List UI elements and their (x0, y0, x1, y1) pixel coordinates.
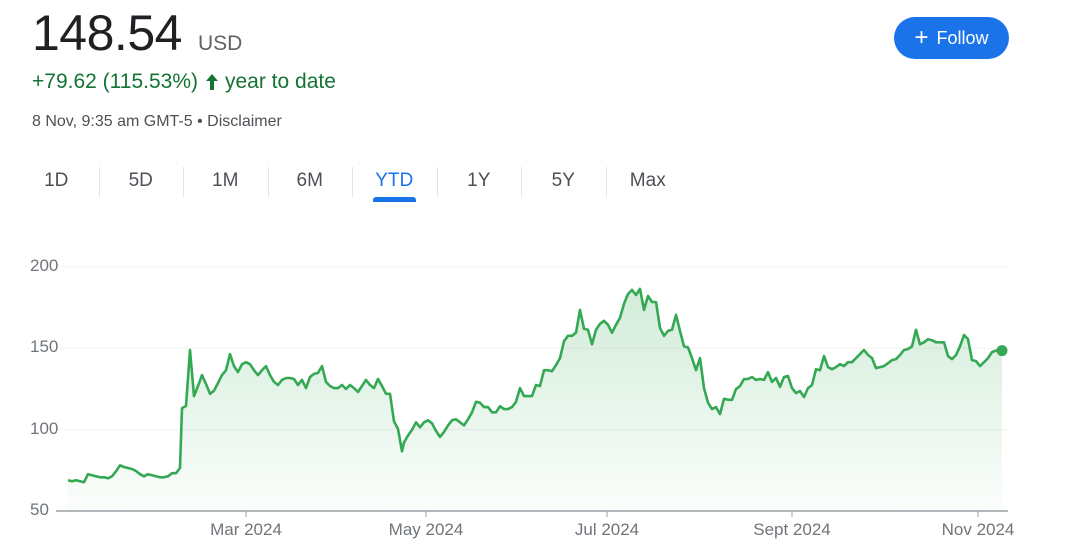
price-chart[interactable]: 200 150 100 50 Mar 2024 May 2024 Jul 2024 Sept… (0, 240, 1071, 548)
tab-6m[interactable]: 6M (267, 164, 353, 204)
tab-1m[interactable]: 1M (183, 164, 268, 204)
currency-label: USD (197, 32, 243, 55)
y-tick-label: 200 (30, 255, 59, 275)
price-change: +79.62 (115.53%) year to date (32, 70, 336, 94)
last-price-dot (996, 345, 1008, 357)
tab-5y[interactable]: 5Y (521, 164, 606, 204)
plus-icon: + (914, 24, 929, 51)
x-tick-label: Mar 2024 (210, 520, 282, 539)
follow-button[interactable]: + Follow (894, 17, 1009, 59)
change-period: year to date (224, 70, 336, 93)
area-fill (68, 288, 1002, 511)
separator: • (197, 113, 203, 130)
disclaimer-link[interactable]: Disclaimer (207, 113, 282, 130)
range-tabs: 1D 5D 1M 6M YTD 1Y 5Y Max (14, 164, 690, 204)
y-tick-label: 50 (30, 500, 49, 519)
tab-max[interactable]: Max (605, 164, 691, 204)
tab-1d[interactable]: 1D (44, 170, 69, 191)
chart-plot[interactable] (0, 240, 1071, 548)
quote-header: 148.54 USD (32, 4, 242, 62)
change-value: +79.62 (115.53%) (32, 70, 198, 93)
price-line (67, 287, 1002, 484)
tab-1y[interactable]: 1Y (436, 164, 522, 204)
quote-meta: 8 Nov, 9:35 am GMT-5 • Disclaimer (32, 113, 282, 131)
y-tick-label: 150 (30, 337, 59, 357)
current-price: 148.54 (32, 5, 182, 61)
y-tick-label: 100 (30, 418, 59, 438)
timestamp: 8 Nov, 9:35 am GMT-5 (32, 113, 193, 130)
x-tick-label: Jul 2024 (574, 520, 640, 539)
arrow-up-icon (205, 73, 219, 91)
x-tick-label: May 2024 (388, 520, 464, 539)
x-tick-label: Sept 2024 (753, 520, 831, 539)
tab-5d[interactable]: 5D (98, 164, 184, 204)
tab-ytd[interactable]: YTD (352, 164, 437, 204)
follow-label: Follow (936, 27, 989, 48)
x-tick-label: Nov 2024 (941, 520, 1015, 539)
